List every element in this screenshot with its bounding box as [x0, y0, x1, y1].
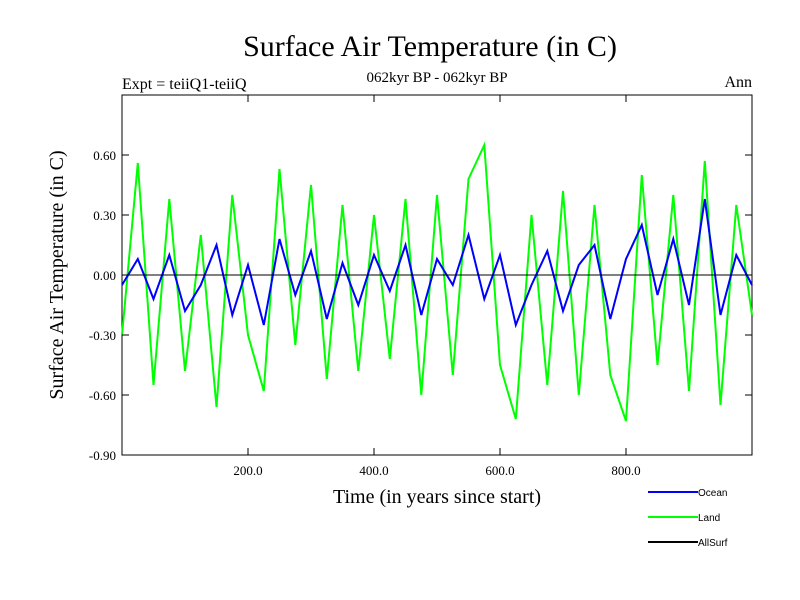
legend: Ocean Land AllSurf: [648, 488, 728, 549]
y-axis-label: Surface Air Temperature (in C): [46, 150, 68, 399]
y-tick-label: 0.30: [93, 208, 116, 223]
legend-label-allsurf: AllSurf: [698, 538, 728, 549]
x-tick-label: 400.0: [359, 463, 388, 478]
chart-title: Surface Air Temperature (in C): [243, 30, 617, 63]
expt-label: Expt = teiiQ1-teiiQ: [122, 76, 247, 93]
x-tick-label: 800.0: [611, 463, 640, 478]
chart-subtitle: 062kyr BP - 062kyr BP: [366, 70, 507, 86]
y-tick-label: -0.90: [89, 448, 116, 463]
series-line-land: [121, 141, 753, 422]
legend-label-ocean: Ocean: [698, 488, 727, 499]
ticks-layer: -0.90 -0.60 -0.30 0.00 0.30 0.60 200.0 400.0 600…: [89, 95, 752, 478]
season-label: Ann: [724, 74, 752, 91]
y-tick-label: -0.60: [89, 388, 116, 403]
x-tick-label: 200.0: [233, 463, 262, 478]
x-axis-label: Time (in years since start): [333, 486, 541, 508]
y-tick-label: -0.30: [89, 328, 116, 343]
y-tick-label: 0.00: [93, 268, 116, 283]
x-tick-label: 600.0: [485, 463, 514, 478]
legend-label-land: Land: [698, 513, 720, 524]
series-line-ocean: [121, 198, 753, 329]
y-tick-label: 0.60: [93, 148, 116, 163]
data-layer: [121, 141, 753, 422]
